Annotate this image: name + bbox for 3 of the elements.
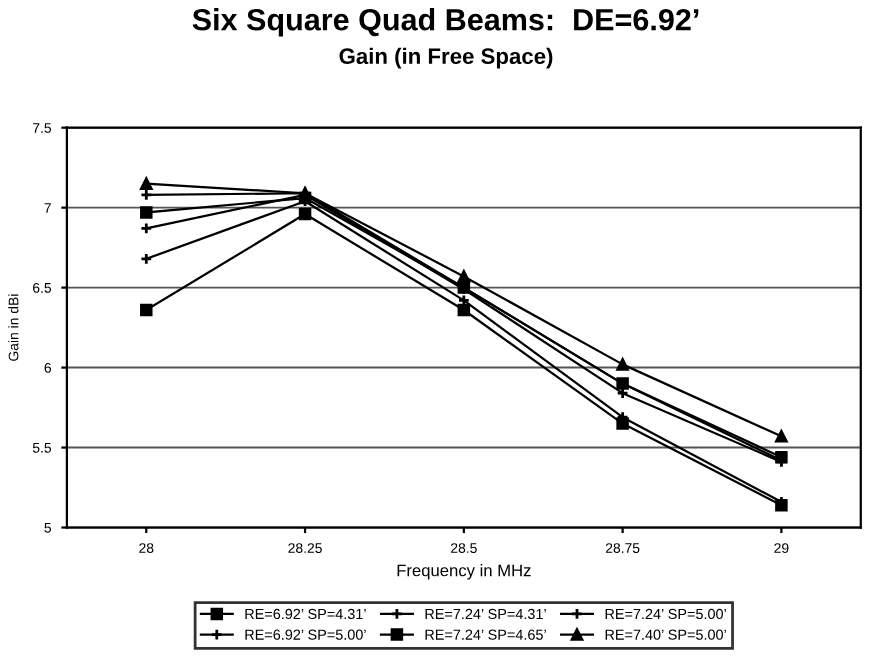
chart-subtitle: Gain (in Free Space) (339, 47, 553, 69)
chart-title: Six Square Quad Beams: DE=6.92’ (192, 8, 699, 37)
x-axis-title: Frequency in MHz (397, 564, 531, 580)
